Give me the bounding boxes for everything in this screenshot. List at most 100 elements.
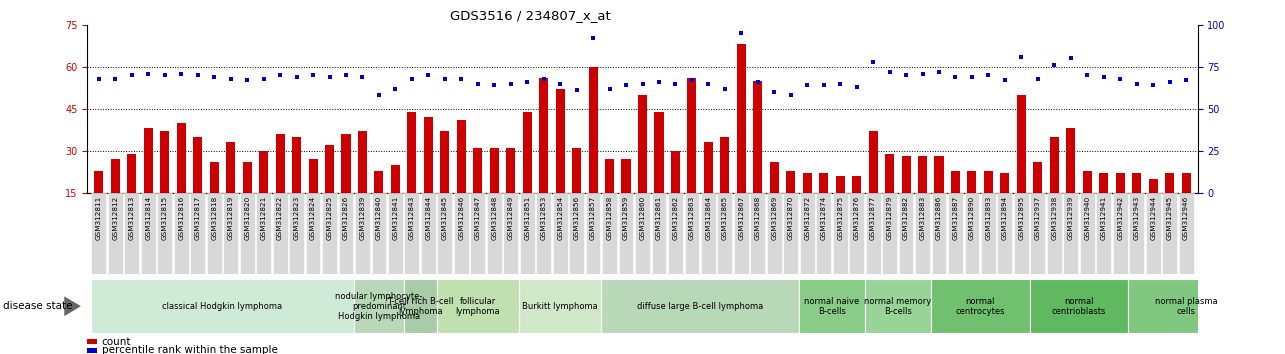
Point xyxy=(1043,62,1064,68)
Point xyxy=(583,35,604,41)
Point xyxy=(616,82,636,88)
Text: GSM312845: GSM312845 xyxy=(442,195,448,240)
Text: GSM312870: GSM312870 xyxy=(788,195,794,240)
FancyBboxPatch shape xyxy=(1064,193,1078,274)
FancyBboxPatch shape xyxy=(289,193,305,274)
Text: GSM312875: GSM312875 xyxy=(837,195,843,240)
Point xyxy=(830,81,851,86)
Text: GSM312945: GSM312945 xyxy=(1167,195,1173,240)
Bar xyxy=(930,279,1029,333)
Text: GSM312861: GSM312861 xyxy=(655,195,662,240)
Text: GSM312872: GSM312872 xyxy=(804,195,811,240)
Text: GSM312844: GSM312844 xyxy=(425,195,432,240)
Bar xyxy=(721,137,730,193)
FancyBboxPatch shape xyxy=(1130,193,1144,274)
Bar xyxy=(325,145,334,193)
FancyBboxPatch shape xyxy=(141,193,155,274)
Bar xyxy=(1128,279,1244,333)
Text: GSM312820: GSM312820 xyxy=(244,195,251,240)
Text: GSM312859: GSM312859 xyxy=(623,195,630,240)
FancyBboxPatch shape xyxy=(91,193,107,274)
Bar xyxy=(1033,162,1042,193)
Text: GSM312843: GSM312843 xyxy=(409,195,415,240)
FancyBboxPatch shape xyxy=(173,193,189,274)
Bar xyxy=(144,129,153,193)
Text: normal naive
B-cells: normal naive B-cells xyxy=(804,297,860,316)
FancyBboxPatch shape xyxy=(948,193,962,274)
Bar xyxy=(885,154,894,193)
Text: GSM312946: GSM312946 xyxy=(1183,195,1189,240)
Text: GSM312825: GSM312825 xyxy=(326,195,333,240)
Text: GDS3516 / 234807_x_at: GDS3516 / 234807_x_at xyxy=(450,9,610,22)
Bar xyxy=(424,117,433,193)
FancyBboxPatch shape xyxy=(685,193,699,274)
FancyBboxPatch shape xyxy=(470,193,486,274)
FancyBboxPatch shape xyxy=(157,193,172,274)
Text: GSM312883: GSM312883 xyxy=(920,195,925,240)
Bar xyxy=(1016,95,1025,193)
Point xyxy=(946,74,966,80)
Bar xyxy=(605,159,614,193)
FancyBboxPatch shape xyxy=(256,193,271,274)
Point xyxy=(780,92,801,98)
Text: GSM312823: GSM312823 xyxy=(293,195,299,240)
Text: follicular
lymphoma: follicular lymphoma xyxy=(455,297,500,316)
Bar xyxy=(770,162,779,193)
FancyBboxPatch shape xyxy=(1096,193,1112,274)
Bar xyxy=(819,173,829,193)
FancyBboxPatch shape xyxy=(323,193,337,274)
Text: GSM312849: GSM312849 xyxy=(508,195,514,240)
FancyBboxPatch shape xyxy=(603,193,617,274)
Text: GSM312867: GSM312867 xyxy=(739,195,744,240)
Text: GSM312893: GSM312893 xyxy=(986,195,992,240)
Text: GSM312841: GSM312841 xyxy=(392,195,398,240)
Bar xyxy=(292,137,301,193)
Text: GSM312826: GSM312826 xyxy=(343,195,350,240)
Point xyxy=(434,76,455,81)
Text: GSM312814: GSM312814 xyxy=(145,195,152,240)
Point xyxy=(221,76,242,81)
Point xyxy=(1142,82,1163,88)
FancyBboxPatch shape xyxy=(207,193,221,274)
Bar xyxy=(654,112,663,193)
Point xyxy=(1176,78,1196,83)
FancyBboxPatch shape xyxy=(224,193,238,274)
Point xyxy=(253,76,274,81)
Text: GSM312887: GSM312887 xyxy=(952,195,959,240)
Text: GSM312821: GSM312821 xyxy=(261,195,266,240)
Text: GSM312848: GSM312848 xyxy=(491,195,497,240)
FancyBboxPatch shape xyxy=(437,193,452,274)
Point xyxy=(468,81,488,86)
Point xyxy=(287,74,307,80)
Point xyxy=(386,86,406,91)
Bar xyxy=(902,156,911,193)
Bar xyxy=(193,137,202,193)
Point xyxy=(666,81,686,86)
Point xyxy=(154,72,175,78)
Point xyxy=(1159,79,1180,85)
Point xyxy=(1011,54,1032,59)
Bar xyxy=(951,171,960,193)
Text: T-cell rich B-cell
lymphoma: T-cell rich B-cell lymphoma xyxy=(387,297,454,316)
FancyBboxPatch shape xyxy=(717,193,732,274)
Bar xyxy=(917,156,926,193)
Point xyxy=(369,92,389,98)
Bar xyxy=(519,279,601,333)
Bar xyxy=(637,95,648,193)
Point xyxy=(748,79,768,85)
Bar xyxy=(243,162,252,193)
Text: normal
centrocytes: normal centrocytes xyxy=(956,297,1005,316)
FancyBboxPatch shape xyxy=(799,193,815,274)
Bar xyxy=(275,134,285,193)
Bar xyxy=(1132,173,1141,193)
FancyBboxPatch shape xyxy=(784,193,798,274)
FancyBboxPatch shape xyxy=(816,193,831,274)
Bar xyxy=(687,78,696,193)
Bar xyxy=(407,112,416,193)
Text: GSM312863: GSM312863 xyxy=(689,195,695,240)
Point xyxy=(89,76,109,81)
Bar xyxy=(852,176,861,193)
Bar xyxy=(1050,137,1059,193)
Point xyxy=(270,72,290,78)
Point xyxy=(797,82,817,88)
